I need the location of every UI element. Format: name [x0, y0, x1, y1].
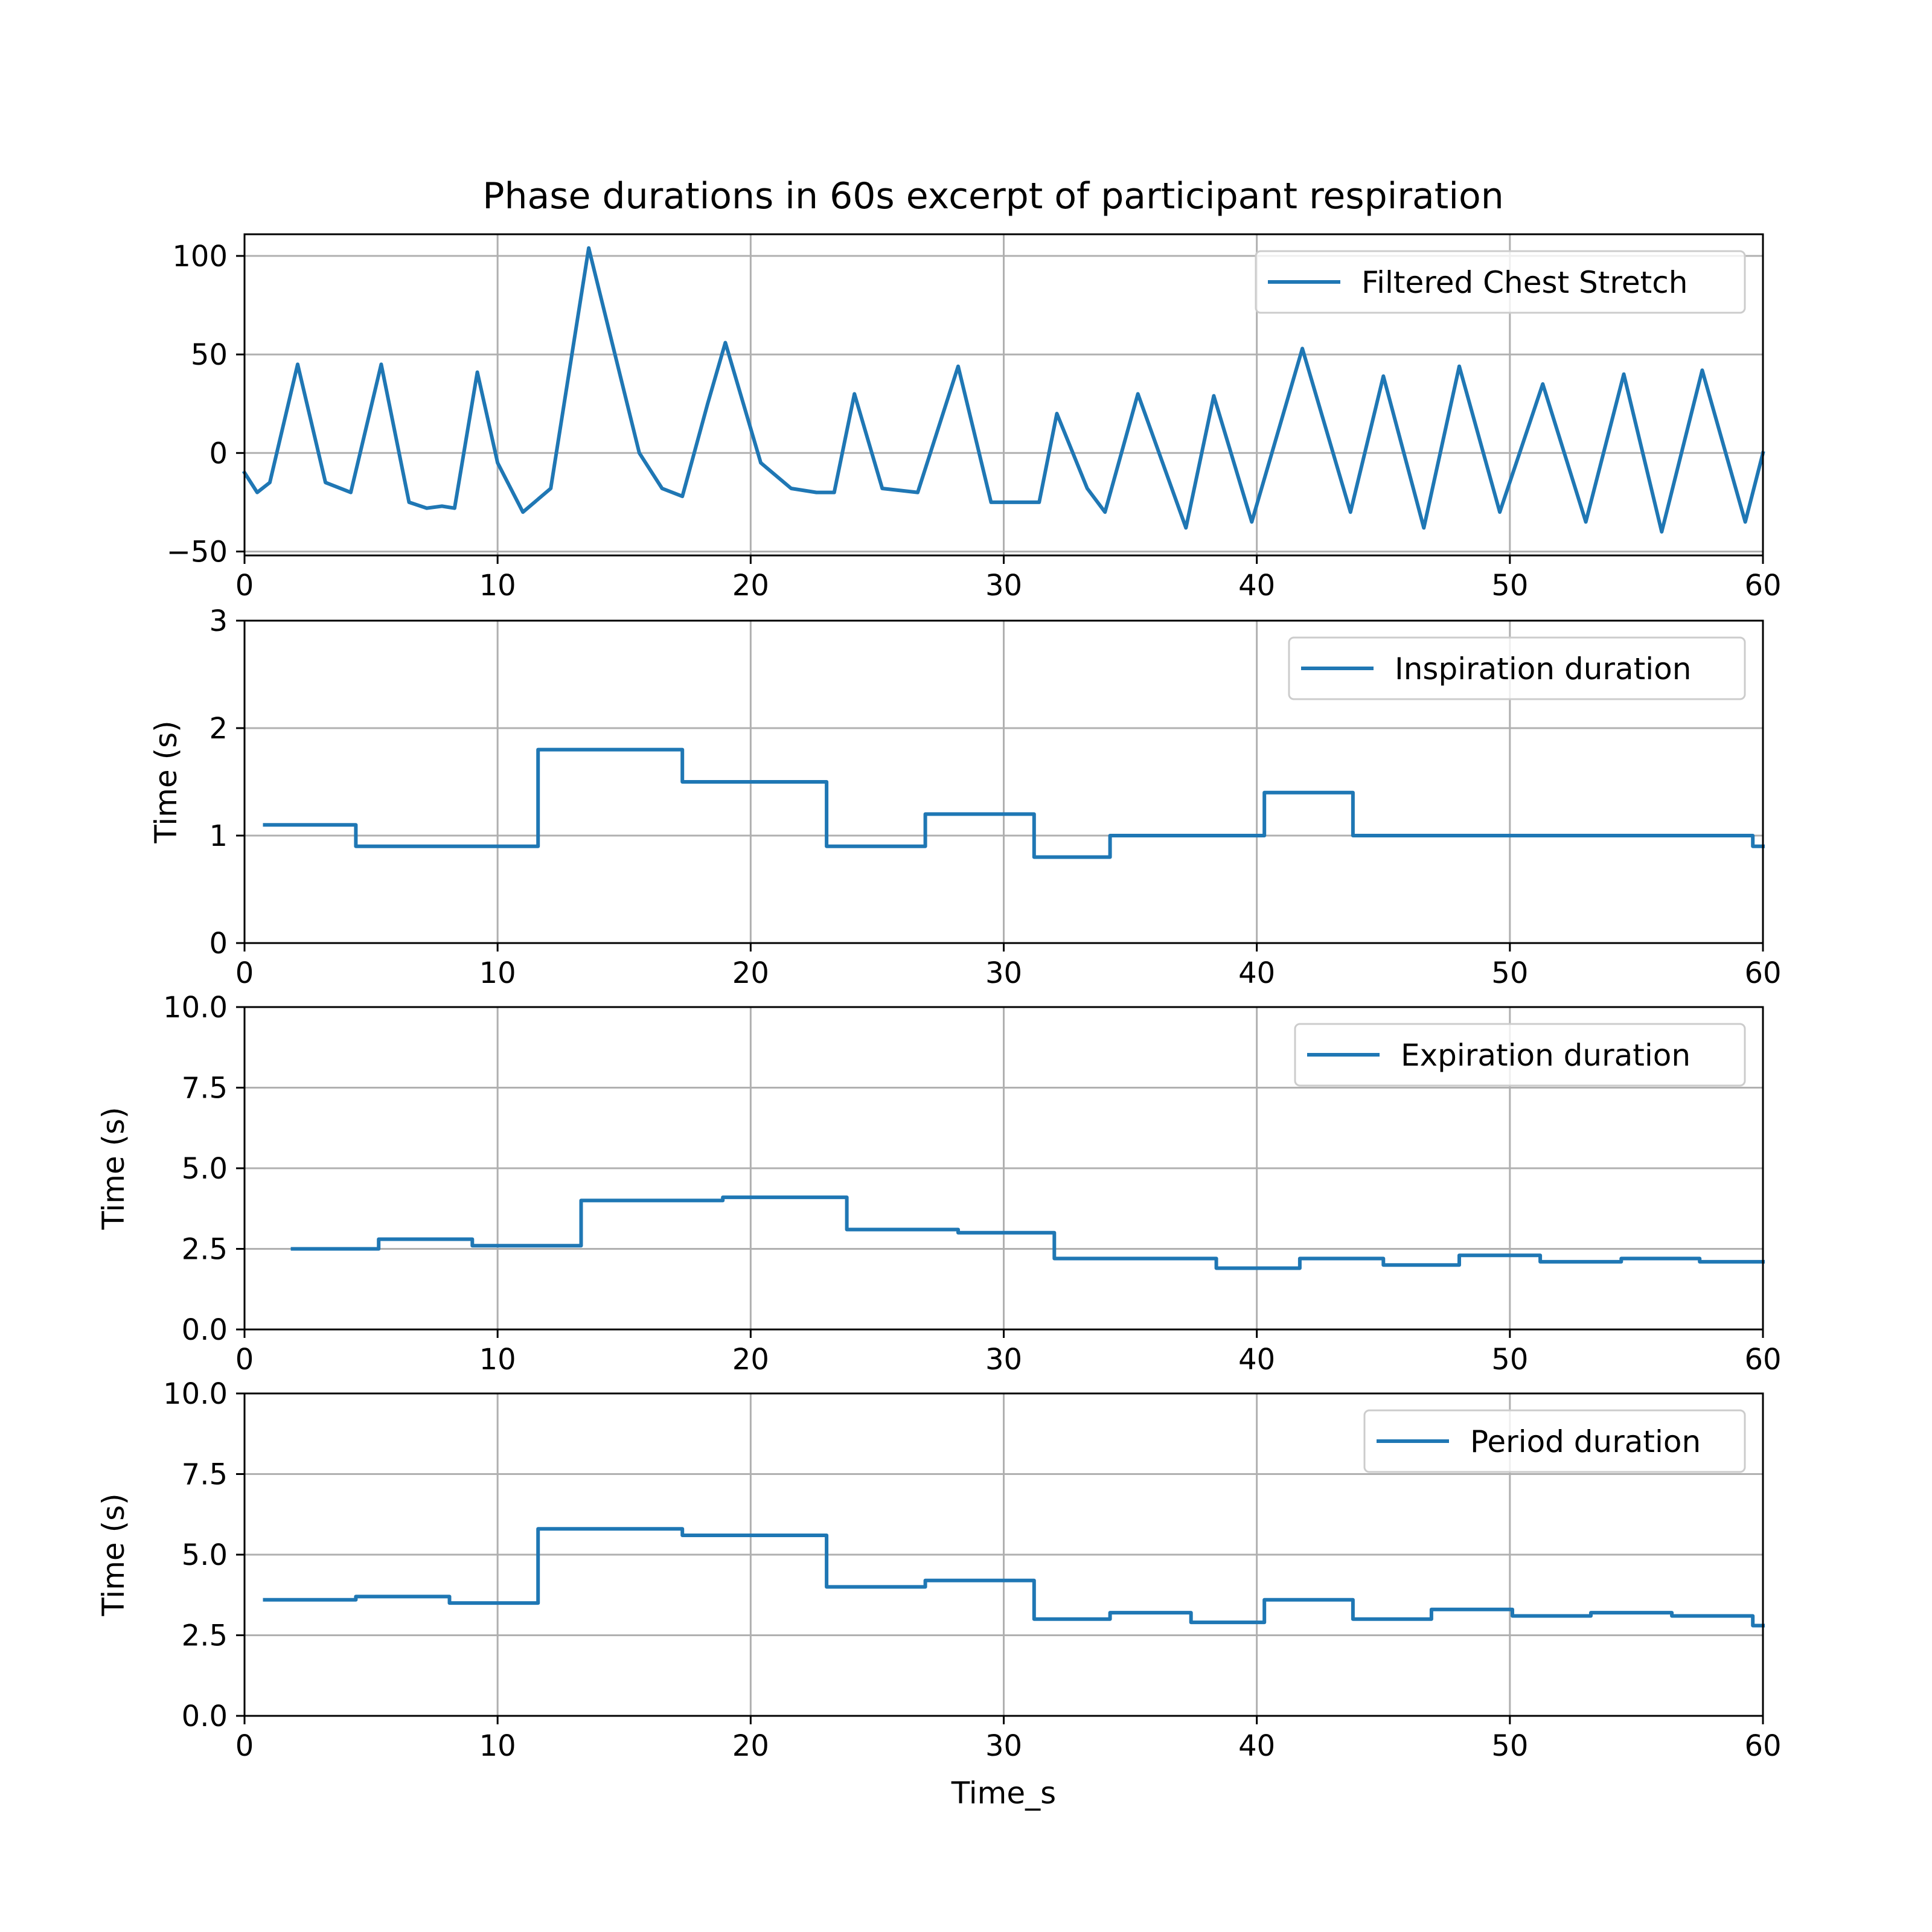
y-tick-label: 10.0: [163, 991, 228, 1025]
x-tick-label: 10: [479, 569, 516, 603]
x-tick-label: 40: [1238, 1729, 1275, 1763]
x-tick-label: 50: [1491, 569, 1528, 603]
x-tick-label: 0: [235, 956, 254, 990]
subplot-2: 0 10 20 30 40 50 60 0 1 2 3 Time (s) Inspiration dur…: [149, 604, 1782, 990]
y-tick-label: 7.5: [182, 1072, 228, 1105]
x-tick-label: 0: [235, 1343, 254, 1377]
y-tick-label: −50: [167, 535, 228, 569]
y-tick-label: 50: [191, 338, 228, 372]
series-line: [263, 1527, 1765, 1628]
legend: Period duration: [1363, 1409, 1746, 1473]
x-tick-label: 40: [1238, 569, 1275, 603]
legend: Inspiration duration: [1288, 636, 1746, 700]
y-tick-label: 2.5: [182, 1619, 228, 1653]
legend: Expiration duration: [1294, 1023, 1746, 1087]
y-tick-label: 100: [172, 240, 228, 273]
x-tick-label: 20: [732, 569, 769, 603]
y-tick-label: 5.0: [182, 1538, 228, 1572]
x-tick-label: 40: [1238, 1343, 1275, 1377]
x-tick-label: 60: [1744, 1729, 1781, 1763]
x-tick-label: 30: [985, 1343, 1022, 1377]
legend-box: [1294, 1023, 1746, 1087]
y-tick-label: 0.0: [182, 1313, 228, 1347]
legend-label: Period duration: [1470, 1424, 1701, 1459]
series-line: [242, 246, 1765, 534]
x-tick-label: 30: [985, 1729, 1022, 1763]
y-tick-label: 10.0: [163, 1377, 228, 1411]
series-line: [290, 1195, 1765, 1270]
y-tick-label: 3: [209, 604, 228, 638]
legend-label: Filtered Chest Stretch: [1361, 265, 1687, 300]
y-tick-label: 5.0: [182, 1152, 228, 1186]
x-tick-label: 10: [479, 956, 516, 990]
y-tick-label: 1: [209, 819, 228, 853]
x-tick-label: 20: [732, 1729, 769, 1763]
y-axis-label: Time (s): [149, 720, 184, 843]
x-tick-label: 10: [479, 1729, 516, 1763]
x-tick-label: 10: [479, 1343, 516, 1377]
legend-label: Expiration duration: [1401, 1038, 1690, 1073]
legend-box: [1363, 1409, 1746, 1473]
x-tick-label: 50: [1491, 1729, 1528, 1763]
legend: Filtered Chest Stretch: [1255, 250, 1746, 314]
legend-box: [1288, 636, 1746, 700]
y-tick-label: 0: [209, 927, 228, 961]
x-tick-label: 50: [1491, 1343, 1528, 1377]
x-tick-label: 20: [732, 1343, 769, 1377]
y-axis-label: Time (s): [96, 1107, 131, 1230]
x-tick-label: 0: [235, 569, 254, 603]
x-tick-label: 50: [1491, 956, 1528, 990]
x-tick-label: 60: [1744, 569, 1781, 603]
x-tick-label: 30: [985, 956, 1022, 990]
figure-title: Phase durations in 60s excerpt of partic…: [482, 175, 1503, 217]
subplot-3: 0 10 20 30 40 50 60 0.0 2.5 5.0 7.5 10.0 Time (s) Exp…: [96, 991, 1782, 1377]
x-tick-label: 40: [1238, 956, 1275, 990]
y-axis-label: Time (s): [96, 1493, 131, 1616]
x-tick-label: 30: [985, 569, 1022, 603]
y-tick-label: 2: [209, 712, 228, 746]
y-tick-label: 7.5: [182, 1458, 228, 1492]
x-tick-label: 20: [732, 956, 769, 990]
y-tick-label: 2.5: [182, 1233, 228, 1267]
x-axis-label: Time_s: [951, 1776, 1056, 1811]
legend-label: Inspiration duration: [1395, 651, 1691, 686]
y-tick-label: 0: [209, 437, 228, 470]
x-tick-label: 0: [235, 1729, 254, 1763]
y-tick-label: 0.0: [182, 1700, 228, 1733]
legend-box: [1255, 250, 1746, 314]
subplot-4: 0 10 20 30 40 50 60 0.0 2.5 5.0 7.5 10.0 Time (s) Tim…: [96, 1377, 1782, 1811]
x-tick-label: 60: [1744, 1343, 1781, 1377]
series-line: [263, 747, 1765, 859]
x-tick-label: 60: [1744, 956, 1781, 990]
